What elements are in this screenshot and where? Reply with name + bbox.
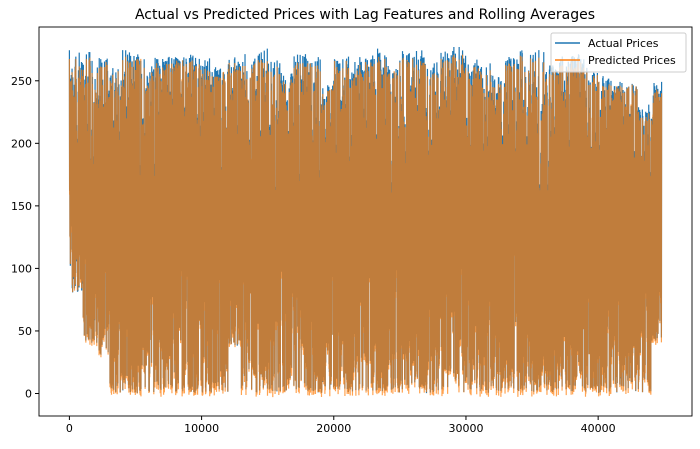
y-tick-label: 250 xyxy=(11,75,32,88)
x-axis: 0 10000 20000 30000 40000 xyxy=(66,416,616,435)
y-axis: 0 50 100 150 200 250 xyxy=(11,75,39,400)
x-tick-label: 40000 xyxy=(581,422,616,435)
axes-frame xyxy=(38,26,693,417)
x-tick-label: 20000 xyxy=(316,422,351,435)
series-line-predicted xyxy=(68,54,663,398)
y-tick-label: 150 xyxy=(11,200,32,213)
y-tick-label: 200 xyxy=(11,137,32,150)
y-tick-label: 0 xyxy=(25,387,32,400)
legend-box xyxy=(550,32,687,73)
x-tick-label: 0 xyxy=(66,422,73,435)
chart-title: Actual vs Predicted Prices with Lag Feat… xyxy=(135,7,595,23)
y-tick-label: 50 xyxy=(18,325,32,338)
legend-label-actual: Actual Prices xyxy=(588,37,659,50)
plot-area xyxy=(68,47,663,398)
y-tick-label: 100 xyxy=(11,262,32,275)
x-tick-label: 10000 xyxy=(184,422,219,435)
legend-label-predicted: Predicted Prices xyxy=(588,54,676,67)
x-tick-label: 30000 xyxy=(448,422,483,435)
legend: Actual Prices Predicted Prices xyxy=(550,32,687,73)
